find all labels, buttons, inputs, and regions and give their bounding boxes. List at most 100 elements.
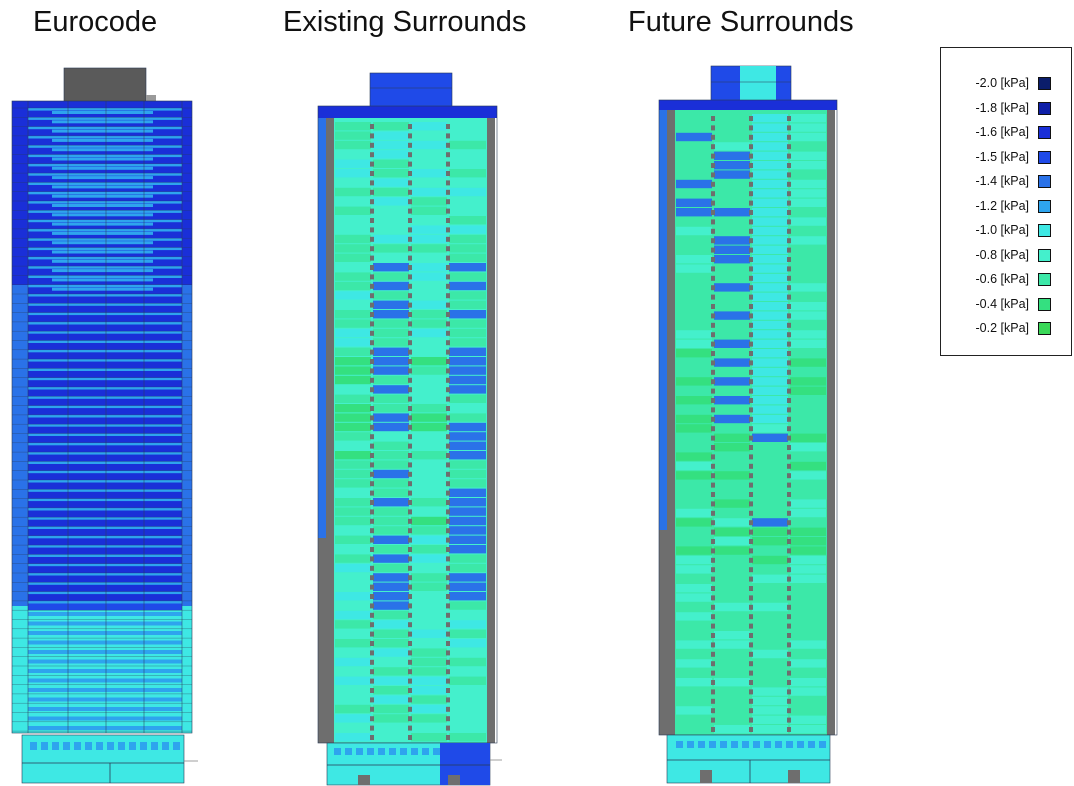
frame-column xyxy=(667,110,675,735)
facade-panel xyxy=(752,114,788,123)
facade-panel xyxy=(335,667,371,676)
mullion xyxy=(749,144,753,150)
facade-panel xyxy=(373,253,409,262)
facade-panel xyxy=(676,452,712,461)
podium-window xyxy=(107,742,114,750)
facade-panel xyxy=(790,602,826,612)
mullion xyxy=(749,501,753,507)
mullion xyxy=(787,510,791,516)
mullion xyxy=(787,219,791,225)
facade-panel xyxy=(676,311,712,320)
floor-band xyxy=(28,228,182,232)
podium-window xyxy=(687,741,694,748)
facade-panel xyxy=(676,546,712,555)
facade-panel xyxy=(790,170,826,179)
facade-panel xyxy=(790,527,826,536)
mullion xyxy=(408,443,412,449)
mullion xyxy=(408,537,412,543)
facade-panel xyxy=(752,621,788,630)
facade-panel xyxy=(676,217,712,226)
mullion xyxy=(787,163,791,168)
mullion xyxy=(711,670,715,676)
facade-panel xyxy=(373,413,409,422)
title-future-surrounds: Future Surrounds xyxy=(628,6,854,38)
mullion xyxy=(749,680,753,685)
facade-panel xyxy=(411,187,447,197)
facade-panel xyxy=(676,123,712,132)
mullion xyxy=(446,631,450,637)
facade-panel xyxy=(411,263,447,272)
mullion xyxy=(370,669,374,675)
facade-panel xyxy=(752,574,788,583)
facade-panel xyxy=(714,424,750,433)
mullion xyxy=(787,727,791,732)
mullion xyxy=(787,294,791,300)
mullion xyxy=(787,473,791,479)
facade-panel xyxy=(449,620,486,629)
facade-panel xyxy=(449,610,486,620)
floor-band xyxy=(52,231,153,235)
podium-window xyxy=(389,748,396,755)
mullion xyxy=(749,172,753,178)
mullion xyxy=(787,144,791,150)
facade-panel xyxy=(373,610,409,620)
mullion xyxy=(408,133,412,139)
facade-panel xyxy=(373,328,409,338)
legend-item: -2.0 [kPa] xyxy=(941,75,1071,93)
mullion xyxy=(711,557,715,563)
facade-panel xyxy=(373,281,409,291)
legend-item: -0.4 [kPa] xyxy=(941,296,1071,314)
facade-panel xyxy=(714,574,750,583)
facade-panel xyxy=(28,408,182,415)
facade-panel xyxy=(752,339,788,348)
mullion xyxy=(370,208,374,214)
floor-band xyxy=(28,321,182,325)
facade-panel xyxy=(752,480,788,489)
mullion xyxy=(787,604,791,610)
mullion xyxy=(711,247,715,253)
mullion xyxy=(408,180,412,186)
mullion xyxy=(446,255,450,261)
mullion xyxy=(711,144,715,150)
mullion xyxy=(446,359,450,364)
facade-panel xyxy=(411,620,447,629)
mullion xyxy=(749,633,753,638)
facade-panel xyxy=(373,629,409,638)
mullion xyxy=(711,351,715,356)
facade-panel xyxy=(335,479,371,488)
podium-window xyxy=(356,748,363,755)
mullion xyxy=(408,368,412,374)
facade-panel xyxy=(373,375,409,385)
facade-panel xyxy=(335,216,371,225)
facade-panel xyxy=(411,404,447,413)
facade-panel xyxy=(790,508,826,518)
facade-panel xyxy=(790,659,826,668)
facade-panel xyxy=(373,498,409,507)
mullion xyxy=(370,330,374,336)
facade-panel xyxy=(790,433,826,442)
facade-panel xyxy=(373,404,409,413)
floor-band xyxy=(28,517,182,520)
building-outline xyxy=(11,100,193,734)
floor-band xyxy=(52,287,153,291)
facade-panel xyxy=(28,445,182,453)
mullion xyxy=(711,294,715,300)
mullion xyxy=(370,453,374,458)
facade-panel xyxy=(790,255,826,264)
mullion xyxy=(749,163,753,168)
floor-band xyxy=(28,247,182,251)
mullion xyxy=(408,406,412,411)
facade-panel xyxy=(790,414,826,424)
facade-panel xyxy=(752,584,788,593)
mullion xyxy=(446,152,450,158)
mullion xyxy=(370,716,374,722)
facade-panel xyxy=(449,206,486,215)
facade-panel xyxy=(335,122,371,131)
floor-band xyxy=(28,507,182,511)
facade-panel xyxy=(714,443,750,452)
facade-panel xyxy=(676,565,712,574)
facade-panel xyxy=(335,695,371,704)
facade-panel xyxy=(714,612,750,621)
mullion xyxy=(711,257,715,262)
facade-panel xyxy=(676,706,712,715)
